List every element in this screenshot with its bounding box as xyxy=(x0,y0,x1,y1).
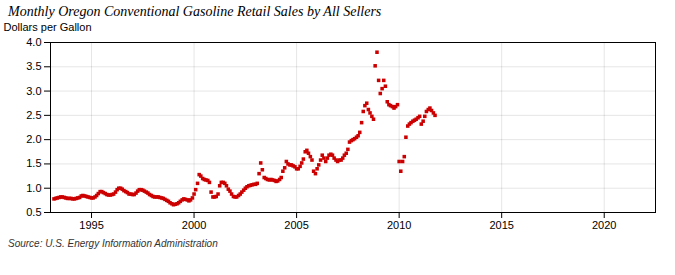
svg-text:Dollars per Gallon: Dollars per Gallon xyxy=(4,21,92,33)
svg-text:0.5: 0.5 xyxy=(26,206,41,218)
html-text:Monthly Oregon Conventional Ga: Monthly Oregon Conventional Gasoline Ret… xyxy=(8,4,382,19)
svg-text:3.5: 3.5 xyxy=(26,60,41,72)
svg-text:1.5: 1.5 xyxy=(26,157,41,169)
svg-text:2.5: 2.5 xyxy=(26,109,41,121)
svg-text:2000: 2000 xyxy=(182,219,206,231)
svg-text:3.0: 3.0 xyxy=(26,85,41,97)
html-text:Source: U.S. Energy Informatio: Source: U.S. Energy Information Administ… xyxy=(8,238,218,249)
svg-text:2.0: 2.0 xyxy=(26,133,41,145)
svg-text:2020: 2020 xyxy=(592,219,616,231)
svg-text:2015: 2015 xyxy=(489,219,513,231)
svg-text:4.0: 4.0 xyxy=(26,36,41,48)
svg-text:1.0: 1.0 xyxy=(26,182,41,194)
svg-text:1995: 1995 xyxy=(79,219,103,231)
svg-text:2005: 2005 xyxy=(284,219,308,231)
svg-text:2010: 2010 xyxy=(387,219,411,231)
